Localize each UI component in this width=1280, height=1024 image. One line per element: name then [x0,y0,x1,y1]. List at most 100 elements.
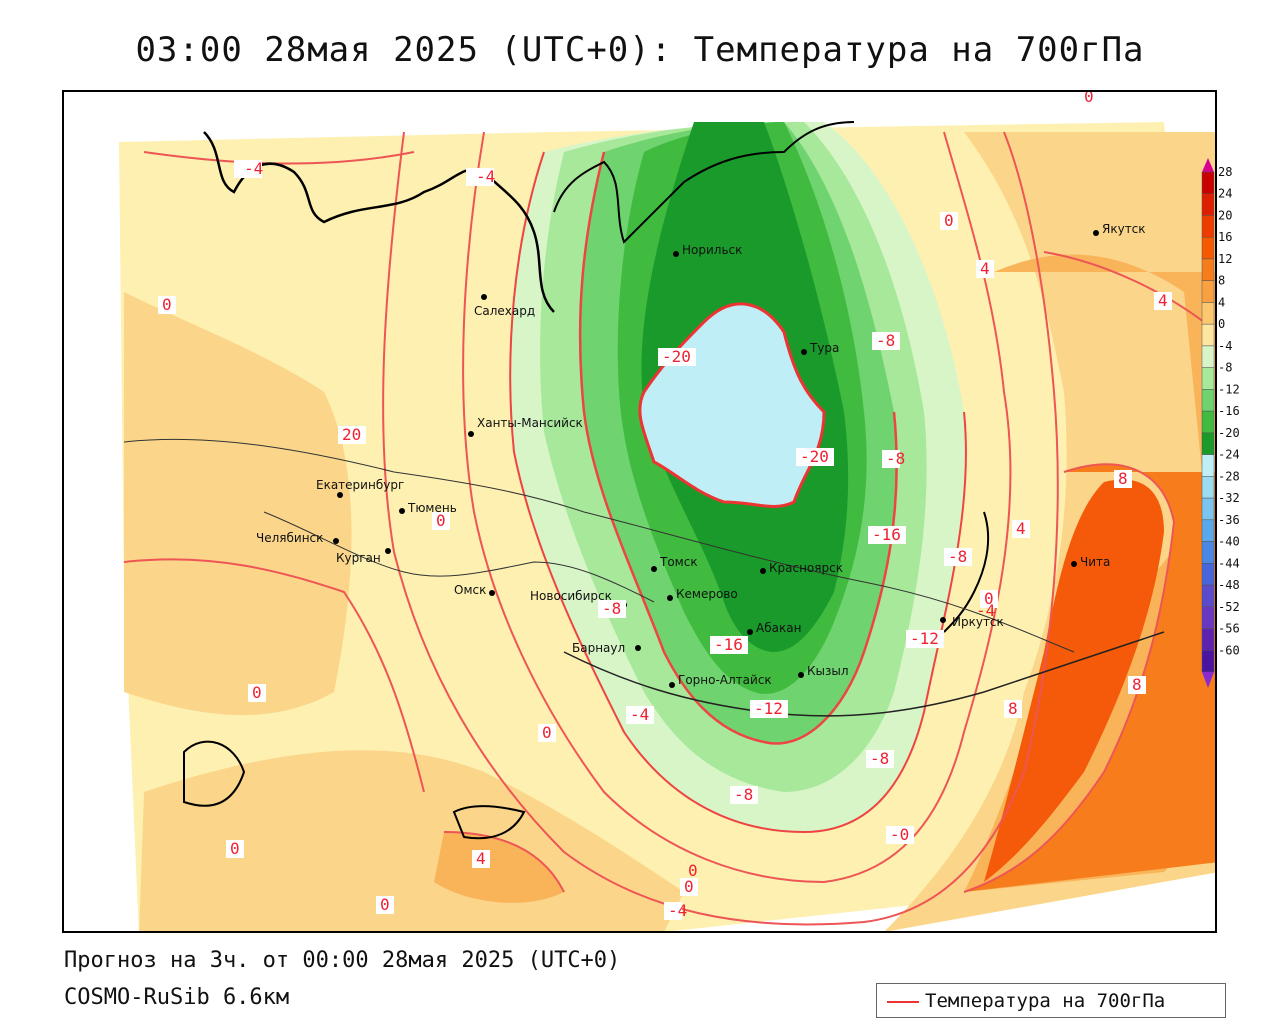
contour-label: 8 [1118,469,1128,488]
contour-label: 0 [230,839,240,858]
colorbar-swatch [1201,584,1215,608]
city-kemerovo-label: Кемерово [676,587,738,601]
colorbar-swatch [1201,323,1215,347]
contour-8-east [963,463,1176,893]
colorbar-swatch [1201,389,1215,412]
city-dot [1071,561,1077,567]
colorbar-tick-label: -52 [1218,600,1240,614]
colorbar-tick-label: -4 [1218,339,1232,353]
contour-minus-20 [638,302,826,508]
city-markers: Норильск Тура Якутск Салехард Ханты-Манс… [256,222,1146,688]
contour-label: 0 [1084,92,1094,106]
city-kurgan-label: Курган [336,551,381,565]
city-dot [801,349,807,355]
contour-label: 0 [436,511,446,530]
city-krasnoyarsk-label: Красноярск [769,561,843,575]
colorbar-swatch [1201,606,1215,629]
city-dot [667,595,673,601]
colorbar-swatch [1201,215,1215,238]
model-info: COSMO-RuSib 6.6км [64,985,290,1010]
contour-label: 0 [688,861,698,880]
colorbar-tick-label: 20 [1218,208,1232,222]
colorbar-tick-label: -12 [1218,382,1240,396]
city-dot [798,672,804,678]
colorbar-swatch [1201,650,1215,673]
contour-label: -20 [662,347,691,366]
contour-minus-16 [578,151,898,745]
contour-label: -16 [872,525,901,544]
colorbar-swatch [1201,302,1215,325]
city-dot [489,590,495,596]
city-barnaul-label: Барнаул [572,641,625,655]
city-dot [468,431,474,437]
colorbar-tick-label: -36 [1218,513,1240,527]
contour-label: -4 [976,601,995,620]
colorbar-tick-label: -28 [1218,469,1240,483]
colorbar-swatch [1201,628,1215,651]
contour-label: -4 [476,167,495,186]
contour-label: 4 [476,849,486,868]
colorbar-swatch [1201,410,1215,434]
contour-label: 0 [542,723,552,742]
colorbar-tick-label: 24 [1218,187,1232,201]
colorbar-tick-label: 0 [1218,317,1225,331]
city-novosibirsk-label: Новосибирск [530,589,612,603]
city-dot [333,538,339,544]
city-dot [1093,230,1099,236]
hot-zone-chita [984,479,1164,882]
colorbar-tick-label: 28 [1218,165,1232,179]
colorbar-swatch [1201,432,1215,455]
taimyr-coastline [553,121,855,244]
contour-label: -8 [876,331,895,350]
contour-label: 8 [1008,699,1018,718]
colorbar-tick-label: 16 [1218,230,1232,244]
city-dot [385,548,391,554]
city-dot [337,492,343,498]
colorbar-tick-label: -44 [1218,556,1240,570]
contour-label: -8 [734,785,753,804]
contour-label: -4 [668,901,687,920]
city-dot [635,645,641,651]
city-salekhard-label: Салехард [474,304,535,318]
contour-4-east [1043,251,1205,323]
city-irkutsk-label: Иркутск [952,615,1004,629]
lake-baikal [943,511,990,633]
legend-box: Температура на 700гПа [876,983,1226,1018]
colorbar-swatch [1201,345,1215,368]
city-omsk-label: Омск [454,583,486,597]
map-title: 03:00 28мая 2025 (UTC+0): Температура на… [135,30,1145,70]
contour-4-south [443,831,565,893]
colorbar-tick-label: -20 [1218,426,1240,440]
colorbar-swatch [1201,258,1215,281]
temperature-map: Норильск Тура Якутск Салехард Ханты-Манс… [64,92,1215,931]
contour-label: 8 [1132,675,1142,694]
contour-label: -4 [630,705,649,724]
contour-label: 0 [984,589,994,608]
colorbar-tick-label: -32 [1218,491,1240,505]
legend-label: Температура на 700гПа [925,990,1166,1012]
city-tomsk-label: Томск [659,555,698,569]
city-norilsk-label: Норильск [682,243,742,257]
colorbar-swatch [1201,476,1215,499]
contour-label: -12 [754,699,783,718]
contour-minus-4 [462,131,1012,884]
city-chelyabinsk-label: Челябинск [256,531,323,545]
city-dot [940,617,946,623]
city-kyzyl-label: Кызыл [807,664,849,678]
contour-label: -8 [886,449,905,468]
state-border-south [563,631,1165,717]
colorbar-tick-label: -60 [1218,643,1240,657]
contour-label: 4 [1158,291,1168,310]
contour-label: -8 [870,749,889,768]
contour-label: -8 [602,599,621,618]
contour-0 [382,131,1059,926]
colorbar-swatch [1201,171,1215,194]
colorbar-tick-label: 8 [1218,274,1225,288]
colorbar-top-arrow [1202,158,1214,172]
contour-label: -20 [800,447,829,466]
colorbar-tick-label: -8 [1218,361,1232,375]
city-dot [669,682,675,688]
contour-label: -12 [910,629,939,648]
colorbar-swatch [1201,519,1215,542]
city-tura-label: Тура [809,341,839,355]
